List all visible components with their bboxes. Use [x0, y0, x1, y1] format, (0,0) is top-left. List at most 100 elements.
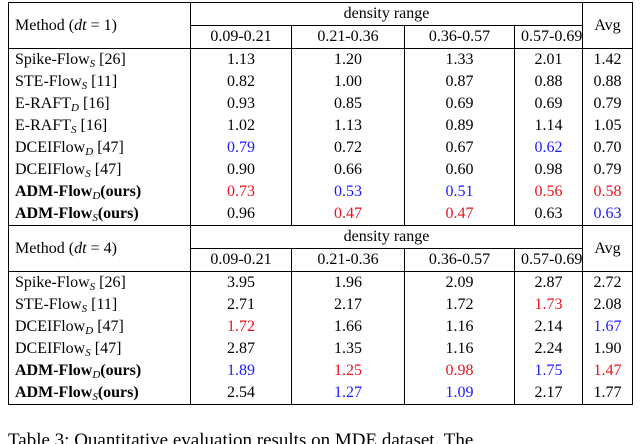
column-header: 0.21-0.36	[291, 248, 405, 272]
method-cell: ADM-FlowD(ours)	[8, 181, 191, 203]
value-cell: 0.69	[404, 93, 515, 115]
method-cell: ADM-FlowD(ours)	[8, 360, 191, 382]
value-cell: 1.75	[514, 360, 583, 382]
method-header-text: Method (	[15, 16, 75, 34]
value-cell: 1.67	[582, 316, 633, 338]
method-label: ADM-Flow	[15, 362, 93, 379]
method-subscript: S	[89, 58, 96, 70]
value-cell: 2.54	[190, 382, 292, 405]
method-suffix: [47]	[93, 318, 124, 335]
data-row: ADM-FlowD(ours) 0.73 0.53 0.51 0.56 0.58	[8, 181, 633, 203]
value-cell: 1.90	[582, 338, 633, 360]
value-cell: 1.66	[291, 316, 405, 338]
value-cell: 0.90	[190, 159, 292, 181]
value-cell: 1.09	[404, 382, 515, 405]
data-row: ADM-FlowS(ours) 2.54 1.27 1.09 2.17 1.77	[8, 382, 633, 405]
method-name: STE-FlowS [11]	[15, 73, 118, 92]
method-name: DCEIFlowD [47]	[15, 318, 124, 337]
value-cell: 1.27	[291, 382, 405, 405]
value-cell: 1.33	[404, 48, 515, 71]
method-header-var: dt	[74, 16, 87, 34]
column-header: 0.57-0.69	[514, 248, 583, 272]
method-subscript: S	[85, 168, 91, 180]
value-cell: 0.66	[291, 159, 405, 181]
method-subscript: S	[92, 391, 98, 403]
value-cell: 2.71	[190, 294, 292, 316]
header-row: Method (dt = 4) density range Avg	[8, 225, 633, 272]
value-cell: 0.47	[291, 203, 405, 226]
value-cell: 1.13	[291, 115, 405, 137]
method-header-text: Method (	[15, 239, 75, 257]
data-row: E-RAFTD [16] 0.93 0.85 0.69 0.69 0.79	[8, 93, 633, 115]
value-cell: 1.25	[291, 360, 405, 382]
method-cell: DCEIFlowS [47]	[8, 338, 191, 360]
value-cell: 0.63	[582, 203, 633, 226]
method-suffix: (ours)	[97, 384, 139, 401]
method-suffix: [11]	[87, 73, 118, 90]
value-cell: 1.47	[582, 360, 633, 382]
group-header: density range	[190, 2, 583, 26]
data-row: STE-FlowS [11] 2.71 2.17 1.72 1.73 2.08	[8, 294, 633, 316]
method-cell: DCEIFlowD [47]	[8, 137, 191, 159]
group-header: density range	[190, 225, 583, 249]
method-label: DCEIFlow	[15, 318, 86, 335]
method-cell: DCEIFlowD [47]	[8, 316, 191, 338]
method-suffix: [47]	[93, 139, 124, 156]
method-suffix: [11]	[87, 296, 118, 313]
value-cell: 0.98	[404, 360, 515, 382]
method-subscript: D	[71, 102, 79, 114]
value-cell: 0.85	[291, 93, 405, 115]
avg-header: Avg	[582, 2, 633, 49]
method-header-text: = 4)	[86, 239, 117, 257]
subheader-row: 0.09-0.21 0.21-0.36 0.36-0.57 0.57-0.69	[9, 248, 633, 272]
method-name: ADM-FlowD(ours)	[15, 183, 141, 202]
column-header: 0.09-0.21	[190, 248, 292, 272]
value-cell: 2.87	[514, 271, 583, 294]
method-subscript: S	[89, 281, 96, 293]
value-cell: 1.35	[291, 338, 405, 360]
method-cell: E-RAFTD [16]	[8, 93, 191, 115]
method-name: DCEIFlowS [47]	[15, 340, 122, 359]
data-row: STE-FlowS [11] 0.82 1.00 0.87 0.88 0.88	[8, 71, 633, 93]
value-cell: 0.56	[514, 181, 583, 203]
method-subscript: D	[92, 190, 101, 202]
results-table: Method (dt = 1) density range Avg 0.09-0.21…	[8, 2, 633, 405]
method-label: DCEIFlow	[15, 161, 86, 178]
value-cell: 1.72	[190, 316, 292, 338]
value-cell: 0.60	[404, 159, 515, 181]
method-label: E-RAFT	[15, 95, 71, 112]
value-cell: 0.88	[582, 71, 633, 93]
method-label: ADM-Flow	[15, 183, 93, 200]
value-cell: 2.14	[514, 316, 583, 338]
method-cell: STE-FlowS [11]	[8, 71, 191, 93]
method-subscript: S	[92, 212, 98, 224]
data-row: DCEIFlowD [47] 0.79 0.72 0.67 0.62 0.70	[8, 137, 633, 159]
value-cell: 0.63	[514, 203, 583, 226]
method-name: DCEIFlowS [47]	[15, 161, 121, 180]
method-suffix: [26]	[95, 274, 126, 291]
method-name: E-RAFTS [16]	[15, 117, 108, 136]
value-cell: 0.96	[190, 203, 292, 226]
value-cell: 1.20	[291, 48, 405, 71]
subheader-row: 0.09-0.21 0.21-0.36 0.36-0.57 0.57-0.69	[9, 25, 633, 49]
method-suffix: [16]	[76, 117, 108, 134]
method-suffix: [47]	[90, 340, 122, 357]
data-row: E-RAFTS [16] 1.02 1.13 0.89 1.14 1.05	[8, 115, 633, 137]
method-cell: Spike-FlowS [26]	[8, 48, 191, 71]
method-subscript: D	[85, 146, 94, 158]
value-cell: 1.73	[514, 294, 583, 316]
value-cell: 1.05	[582, 115, 633, 137]
method-subscript: S	[81, 80, 88, 92]
method-subscript: S	[85, 347, 91, 359]
value-cell: 0.88	[514, 71, 583, 93]
value-cell: 0.72	[291, 137, 405, 159]
method-label: STE-Flow	[15, 296, 82, 313]
value-cell: 2.08	[582, 294, 633, 316]
value-cell: 2.17	[291, 294, 405, 316]
method-cell: E-RAFTS [16]	[8, 115, 191, 137]
value-cell: 0.79	[190, 137, 292, 159]
value-cell: 0.62	[514, 137, 583, 159]
method-header: Method (dt = 4)	[8, 225, 191, 272]
data-row: Spike-FlowS [26] 3.95 1.96 2.09 2.87 2.72	[8, 271, 633, 294]
